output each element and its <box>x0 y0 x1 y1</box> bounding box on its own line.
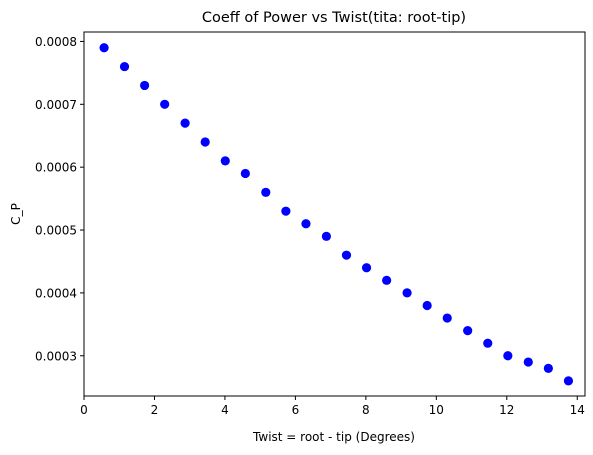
y-tick-label: 0.0003 <box>35 349 77 363</box>
data-point <box>382 275 392 285</box>
data-point <box>422 300 432 311</box>
data-point <box>543 363 553 373</box>
y-tick-label: 0.0007 <box>35 98 77 112</box>
y-tick-label: 0.0006 <box>35 161 77 175</box>
x-tick-label: 8 <box>362 403 370 417</box>
y-tick-label: 0.0004 <box>35 286 77 300</box>
data-points <box>99 43 574 386</box>
data-point <box>563 376 574 386</box>
data-point <box>321 231 331 241</box>
x-tick-label: 10 <box>429 403 444 417</box>
data-point <box>99 43 109 53</box>
data-point <box>240 168 250 179</box>
data-point <box>523 357 533 367</box>
x-tick-label: 4 <box>221 403 229 417</box>
plot-frame <box>83 31 586 397</box>
chart-title: Coeff of Power vs Twist(tita: root-tip) <box>202 10 466 26</box>
data-point <box>180 118 190 128</box>
x-tick-label: 2 <box>151 403 159 417</box>
data-point <box>503 351 513 361</box>
y-axis-ticks: 0.0003 0.0004 0.0005 0.0006 0.0007 0.0008 <box>35 35 84 363</box>
x-axis-ticks: 0 2 4 6 8 10 12 14 <box>80 396 585 417</box>
data-point <box>119 61 130 72</box>
data-point <box>301 219 311 229</box>
data-point <box>281 206 291 216</box>
data-point <box>483 338 493 348</box>
data-point <box>442 313 452 323</box>
data-point <box>160 99 170 109</box>
y-tick-label: 0.0005 <box>35 224 77 238</box>
data-point <box>220 156 230 166</box>
data-point <box>402 288 412 298</box>
x-tick-label: 6 <box>292 403 300 417</box>
data-point <box>261 187 271 197</box>
y-axis-title: C_P <box>9 203 23 225</box>
x-tick-label: 12 <box>499 403 514 417</box>
data-point <box>463 326 473 336</box>
data-point <box>341 250 352 260</box>
x-tick-label: 14 <box>570 403 585 417</box>
x-tick-label: 0 <box>80 403 88 417</box>
x-axis-title: Twist = root - tip (Degrees) <box>252 430 415 444</box>
data-point <box>361 263 372 273</box>
y-tick-label: 0.0008 <box>35 35 77 49</box>
data-point <box>200 137 210 147</box>
data-point <box>139 80 150 91</box>
